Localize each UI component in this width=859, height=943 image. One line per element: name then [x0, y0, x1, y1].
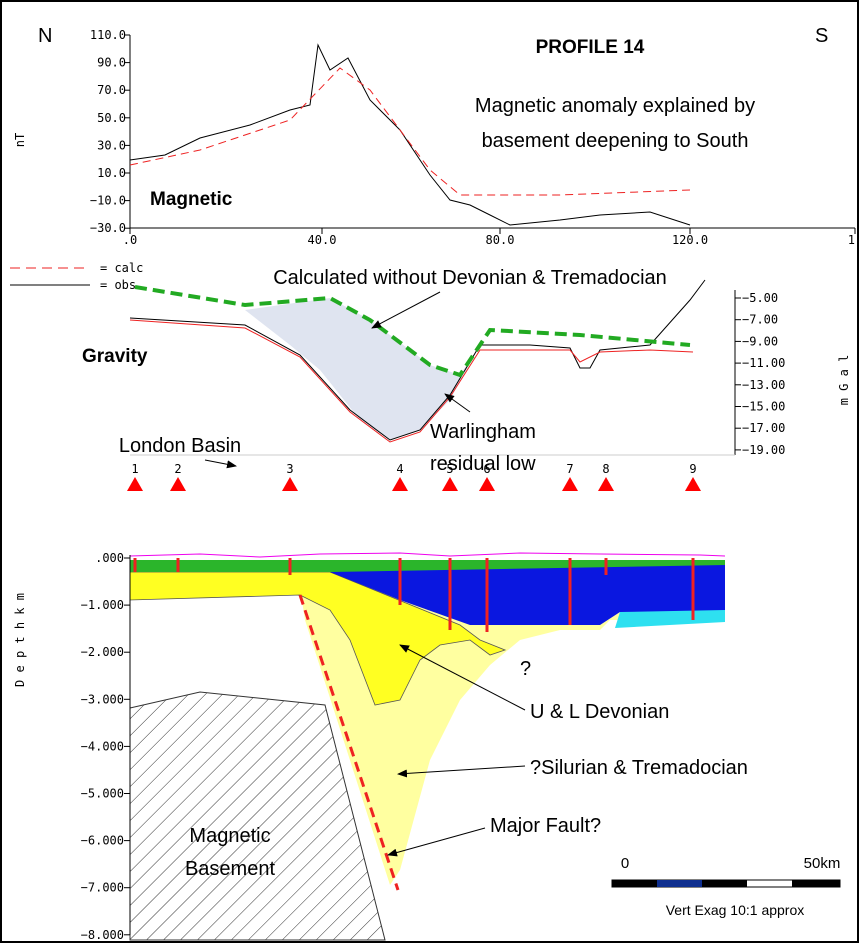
fault-label: Major Fault?	[490, 815, 601, 837]
depth-tick: .000	[95, 551, 124, 565]
depth-tick: −3.000	[81, 692, 124, 706]
mag-y-tick: 90.0	[97, 56, 126, 70]
station-label: 9	[689, 462, 696, 476]
station-label: 4	[396, 462, 403, 476]
scale-end: 50km	[804, 855, 841, 872]
silurian: ?Silurian & Tremadocian	[530, 757, 748, 779]
north: N	[38, 25, 52, 47]
question: ?	[520, 658, 531, 680]
grav-y-tick: −13.00	[742, 378, 785, 392]
station-label: 8	[602, 462, 609, 476]
basement-label: Basement	[185, 858, 275, 880]
depth-tick: −8.000	[81, 928, 124, 942]
grav-y-tick: −9.00	[742, 334, 778, 348]
mag-label: Magnetic	[150, 189, 233, 210]
mag-x-tick: 40.0	[308, 233, 337, 247]
title: PROFILE 14	[536, 37, 645, 58]
grav-y-tick: −19.00	[742, 443, 785, 457]
station-label: 5	[446, 462, 453, 476]
mag-y-tick: 70.0	[97, 83, 126, 97]
depth-axis-label: D e p t h k m	[13, 593, 27, 687]
mag-y-tick: 50.0	[97, 111, 126, 125]
residual: Warlingham	[430, 421, 536, 443]
grav-y-tick: −15.00	[742, 400, 785, 414]
mag-x-tick: 1	[848, 233, 855, 247]
grav-y-tick: −5.00	[742, 291, 778, 305]
scale-note: Vert Exag 10:1 approx	[666, 902, 805, 918]
south: S	[815, 25, 828, 47]
grav-y-tick: −7.00	[742, 313, 778, 327]
station-label: 7	[566, 462, 573, 476]
devonian: U & L Devonian	[530, 701, 669, 723]
mag-annotation: basement deepening to South	[482, 130, 749, 152]
legend-calc: = calc	[100, 261, 143, 275]
depth-tick: −1.000	[81, 598, 124, 612]
depth-tick: −7.000	[81, 881, 124, 895]
mag-y-tick: 10.0	[97, 166, 126, 180]
station-label: 3	[286, 462, 293, 476]
mag-x-tick: 120.0	[672, 233, 708, 247]
mag-y-tick: 30.0	[97, 138, 126, 152]
grav-label: Gravity	[82, 346, 148, 367]
station-label: 6	[483, 462, 490, 476]
depth-tick: −5.000	[81, 787, 124, 801]
figure: N S PROFILE 14 Magnetic anomaly explaine…	[0, 0, 859, 943]
grav-axis-label: m G a l	[837, 355, 851, 406]
mag-y-tick: 110.0	[90, 28, 126, 42]
grav-y-tick: −11.00	[742, 356, 785, 370]
mag-y-tick: −30.0	[90, 221, 126, 235]
mag-y-tick: −10.0	[90, 194, 126, 208]
mag-x-tick: 80.0	[486, 233, 515, 247]
station-label: 1	[131, 462, 138, 476]
scale-start: 0	[621, 855, 629, 872]
mag-annotation: Magnetic anomaly explained by	[475, 95, 755, 117]
station-label: 2	[174, 462, 181, 476]
scale-seg	[657, 880, 702, 887]
depth-tick: −6.000	[81, 834, 124, 848]
scale-seg	[702, 880, 747, 887]
depth-tick: −4.000	[81, 739, 124, 753]
legend-obs: = obs	[100, 278, 136, 292]
scale-seg	[792, 880, 840, 887]
grav-annotation: Calculated without Devonian & Tremadocia…	[273, 267, 667, 289]
depth-tick: −2.000	[81, 645, 124, 659]
mag-x-tick: .0	[123, 233, 137, 247]
basement-label: Magnetic	[189, 825, 270, 847]
grav-y-tick: −17.00	[742, 421, 785, 435]
mag-axis-label: nT	[13, 133, 27, 147]
scale-seg	[612, 880, 657, 887]
london-basin: London Basin	[119, 435, 241, 457]
